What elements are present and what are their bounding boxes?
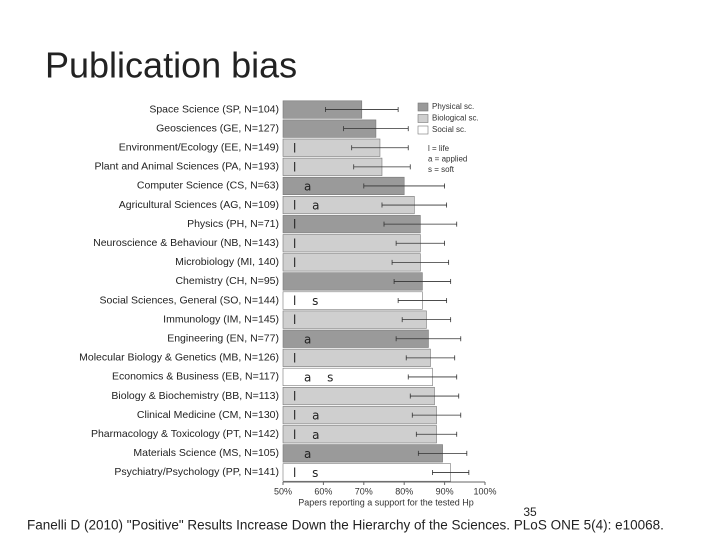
category-label: Social Sciences, General (SO, N=144) [100,294,279,306]
legend-swatch [417,102,429,112]
bar-tag: l s [293,294,318,308]
x-tick-label: 50% [274,486,292,496]
category-label: Computer Science (CS, N=63) [137,180,279,192]
x-tick-label: 80% [395,486,413,496]
x-tick-label: 60% [314,486,332,496]
category-label: Microbiology (MI, 140) [175,256,279,268]
bar-tag: l s [293,466,318,480]
bar-tag: l [293,351,296,365]
bar-tag: l a [293,409,320,423]
bar-tag: l a [293,199,320,213]
tag-legend: l = life [428,144,450,153]
x-tick-label: 100% [473,486,496,496]
category-label: Space Science (SP, N=104) [149,103,279,115]
category-label: Pharmacology & Toxicology (PT, N=142) [91,428,279,440]
category-label: Plant and Animal Sciences (PA, N=193) [94,161,279,173]
category-label: Biology & Biochemistry (BB, N=113) [111,390,279,402]
category-label: Clinical Medicine (CM, N=130) [137,409,279,421]
bar-tag: l [293,313,296,327]
bar-tag: a [304,447,311,461]
page-number: 35 [523,505,537,519]
category-label: Environment/Ecology (EE, N=149) [119,142,279,154]
legend-label: Physical sc. [432,102,474,111]
x-tick-label: 70% [355,486,373,496]
legend-label: Biological sc. [432,114,479,123]
category-label: Psychiatry/Psychology (PP, N=141) [114,466,279,478]
category-label: Chemistry (CH, N=95) [175,275,279,287]
category-label: Geosciences (GE, N=127) [156,122,279,134]
bar-tag: l [293,256,296,270]
category-label: Economics & Business (EB, N=117) [112,371,279,383]
legend-swatch [417,125,429,135]
category-label: Agricultural Sciences (AG, N=109) [119,199,279,211]
legend-swatch [417,114,429,123]
category-label: Physics (PH, N=71) [187,218,279,230]
tag-legend: s = soft [428,165,455,174]
bar-tag: l [293,390,296,404]
bar-tag: l a [293,428,320,442]
category-label: Materials Science (MS, N=105) [133,447,279,459]
bar-tag: l [293,160,296,174]
bar-tag: l [293,141,296,155]
bar-tag: l [293,218,296,232]
bar-tag: a [304,179,311,193]
citation: Fanelli D (2010) "Positive" Results Incr… [27,518,664,533]
bar-tag: a s [304,370,333,384]
legend-label: Social sc. [432,125,466,134]
category-label: Neuroscience & Behaviour (NB, N=143) [93,237,279,249]
category-label: Immunology (IM, N=145) [163,313,279,325]
bar-tag: l [293,237,296,251]
bar-tag: a [304,332,311,346]
x-tick-label: 90% [436,486,454,496]
category-label: Molecular Biology & Genetics (MB, N=126) [79,352,279,364]
x-axis-label: Papers reporting a support for the teste… [298,497,474,507]
category-label: Engineering (EN, N=77) [167,333,279,345]
slide-title: Publication bias [45,45,297,86]
tag-legend: a = applied [428,155,467,164]
